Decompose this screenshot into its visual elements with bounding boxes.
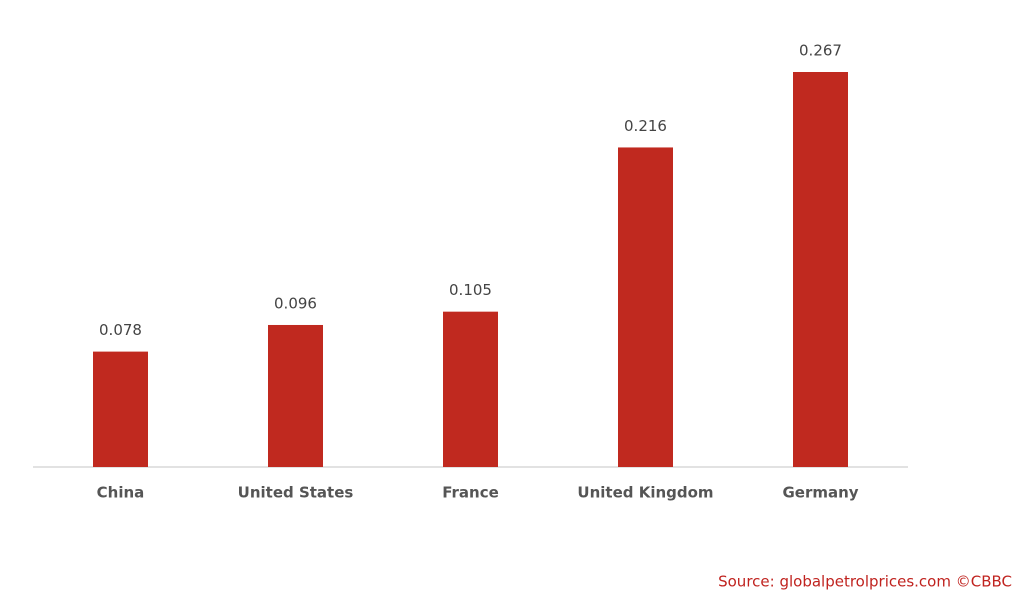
- source-note: Source: globalpetrolprices.com ©CBBC: [718, 573, 1012, 591]
- bar: [93, 351, 148, 467]
- bar: [618, 147, 673, 467]
- bar: [793, 72, 848, 467]
- bar: [443, 311, 498, 467]
- x-tick-label: United Kingdom: [577, 484, 713, 502]
- data-label: 0.078: [99, 321, 142, 339]
- x-tick-label: Germany: [782, 484, 858, 502]
- data-label: 0.096: [274, 294, 317, 312]
- x-tick-label: China: [97, 484, 145, 502]
- data-label: 0.267: [799, 42, 842, 60]
- bar: [268, 324, 323, 467]
- data-label: 0.105: [449, 281, 492, 299]
- x-tick-label: France: [442, 484, 499, 502]
- data-label: 0.216: [624, 117, 667, 135]
- x-tick-label: United States: [238, 484, 354, 502]
